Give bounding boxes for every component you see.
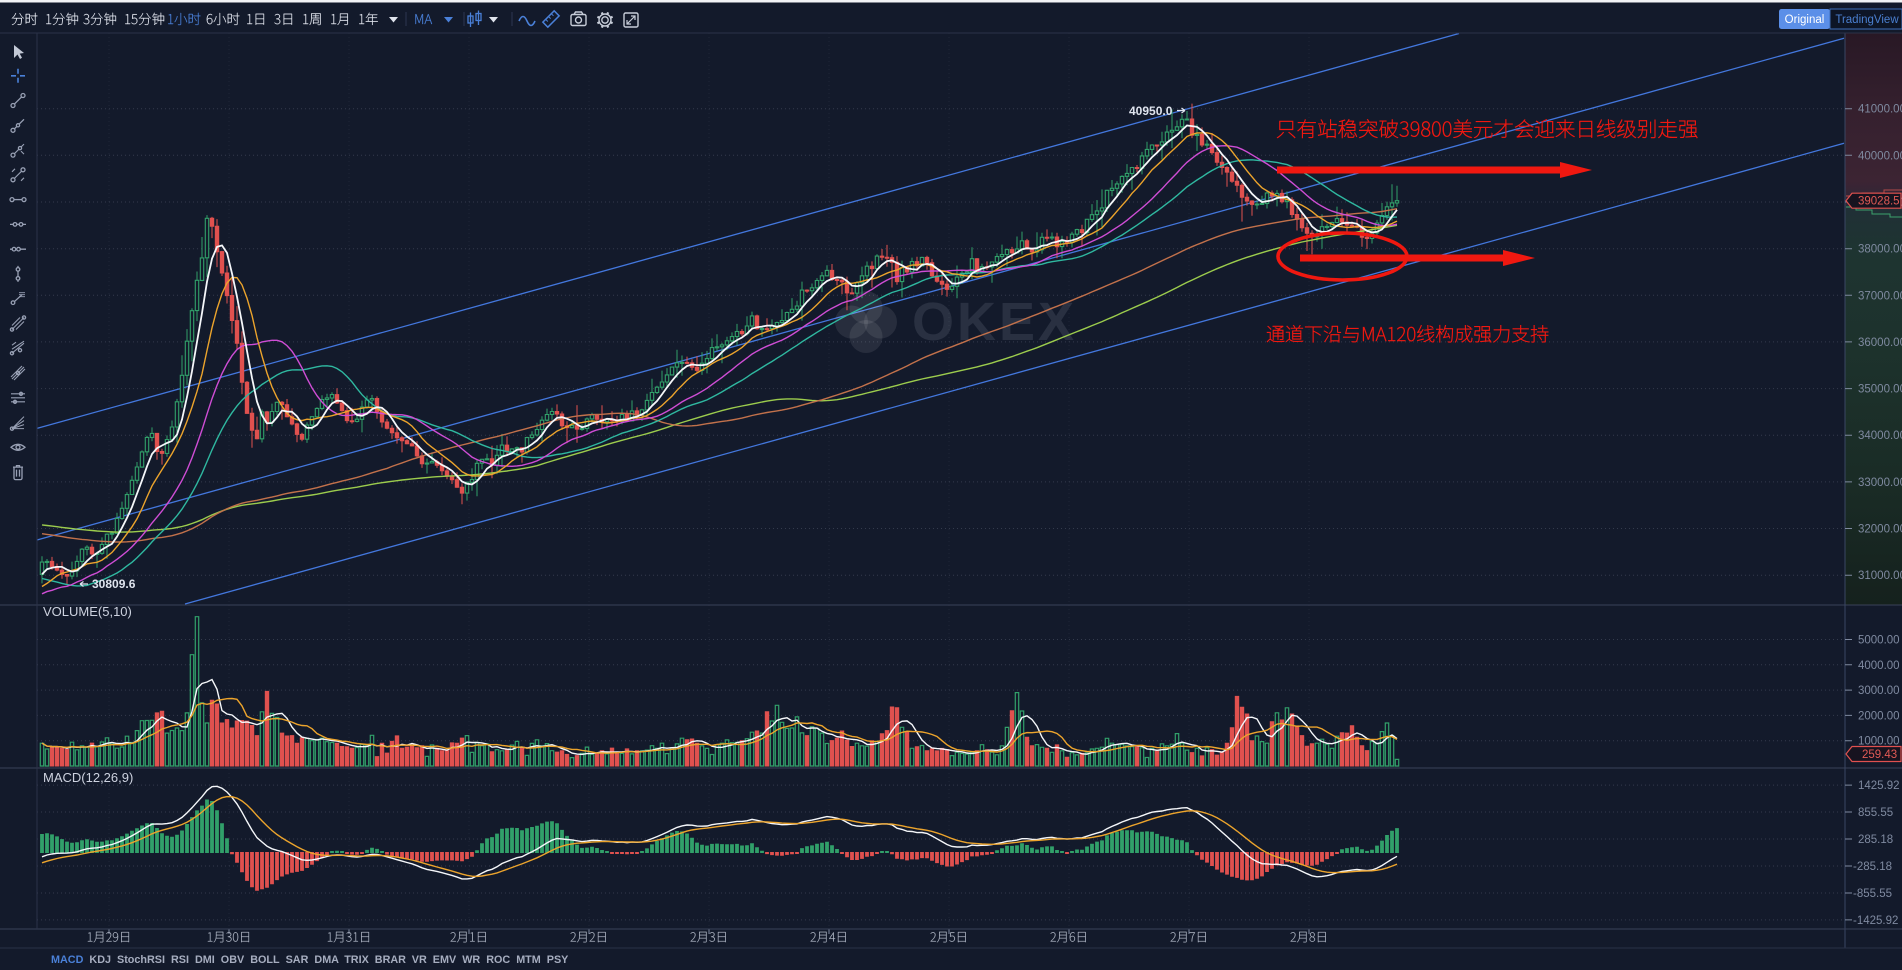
svg-text:5000.00: 5000.00 bbox=[1858, 635, 1900, 647]
svg-text:35000.00: 35000.00 bbox=[1858, 384, 1902, 396]
svg-text:41000.00: 41000.00 bbox=[1858, 104, 1902, 116]
svg-text:37000.00: 37000.00 bbox=[1858, 290, 1902, 302]
svg-text:-285.18: -285.18 bbox=[1853, 861, 1892, 873]
svg-text:VOLUME(5,10): VOLUME(5,10) bbox=[43, 604, 132, 619]
svg-text:Original: Original bbox=[1785, 14, 1825, 26]
svg-text:32000.00: 32000.00 bbox=[1858, 524, 1902, 536]
svg-text:33000.00: 33000.00 bbox=[1858, 477, 1902, 489]
svg-text:31000.00: 31000.00 bbox=[1858, 570, 1902, 582]
svg-text:1425.92: 1425.92 bbox=[1858, 780, 1900, 792]
svg-text:2000.00: 2000.00 bbox=[1858, 710, 1900, 722]
svg-text:OKEX: OKEX bbox=[912, 292, 1077, 352]
svg-text:-1425.92: -1425.92 bbox=[1853, 915, 1898, 927]
svg-text:39028.5: 39028.5 bbox=[1858, 196, 1900, 208]
svg-text:855.55: 855.55 bbox=[1858, 807, 1893, 819]
svg-text:259.43: 259.43 bbox=[1862, 749, 1897, 761]
svg-text:MACD(12,26,9): MACD(12,26,9) bbox=[43, 770, 133, 785]
svg-text:40000.00: 40000.00 bbox=[1858, 150, 1902, 162]
svg-text:3000.00: 3000.00 bbox=[1858, 685, 1900, 697]
svg-text:4000.00: 4000.00 bbox=[1858, 660, 1900, 672]
svg-text:40950.0: 40950.0 bbox=[1129, 104, 1173, 118]
svg-text:36000.00: 36000.00 bbox=[1858, 337, 1902, 349]
svg-text:-855.55: -855.55 bbox=[1853, 888, 1892, 900]
svg-text:1000.00: 1000.00 bbox=[1858, 736, 1900, 748]
svg-text:38000.00: 38000.00 bbox=[1858, 244, 1902, 256]
svg-text:TradingView: TradingView bbox=[1835, 14, 1899, 26]
svg-text:30809.6: 30809.6 bbox=[92, 577, 136, 591]
svg-text:285.18: 285.18 bbox=[1858, 834, 1893, 846]
svg-text:34000.00: 34000.00 bbox=[1858, 430, 1902, 442]
